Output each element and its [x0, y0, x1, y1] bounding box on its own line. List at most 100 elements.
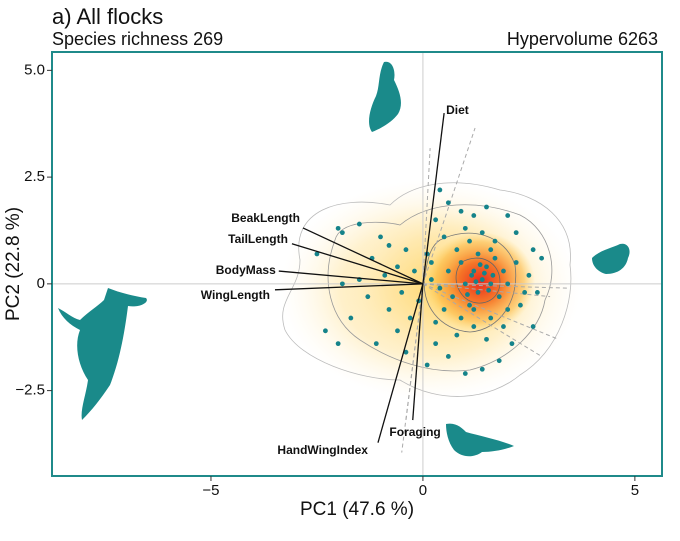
contour [455, 257, 501, 304]
x-tick-label: 0 [419, 482, 427, 499]
loading-arrow [274, 283, 423, 291]
point [501, 268, 506, 274]
point [399, 289, 405, 295]
point [395, 328, 400, 334]
point [496, 358, 502, 364]
point [335, 341, 341, 347]
point [433, 217, 439, 223]
point [539, 255, 545, 261]
point [484, 336, 489, 342]
point [484, 204, 489, 210]
density-core [425, 232, 535, 332]
plot-frame [51, 51, 663, 477]
point [479, 277, 485, 282]
point [407, 315, 413, 321]
density [280, 180, 580, 400]
secondary-loading [405, 283, 424, 421]
loading-arrow [377, 283, 424, 443]
loading-label: WingLength [201, 288, 270, 302]
loading-arrow [302, 227, 424, 285]
loading-label: HandWingIndex [277, 443, 368, 457]
point [496, 294, 502, 300]
point [488, 247, 494, 253]
y-tick-label: 5.0 [24, 61, 45, 78]
point [441, 307, 447, 312]
point [424, 362, 430, 368]
point [445, 268, 451, 274]
point [492, 255, 498, 261]
contour [282, 182, 572, 397]
loading-arrow [291, 243, 424, 285]
point [530, 247, 536, 253]
point [471, 307, 477, 312]
point [445, 200, 451, 206]
point [484, 264, 489, 270]
point [477, 262, 483, 268]
point [492, 238, 498, 244]
secondary-loading [422, 283, 568, 289]
point [335, 225, 341, 231]
point [505, 307, 511, 312]
point [471, 268, 477, 274]
point [323, 328, 328, 334]
loading-label: Diet [446, 103, 469, 117]
point [513, 230, 519, 236]
point [386, 307, 392, 312]
secondary-loading [422, 148, 431, 284]
secondary-loading [422, 127, 476, 285]
point [530, 324, 536, 329]
point [467, 238, 472, 244]
secondary-loading [422, 283, 559, 340]
silhouettes [58, 61, 630, 457]
point [412, 268, 417, 274]
bird-icon [446, 423, 514, 457]
point [314, 251, 320, 257]
point [382, 272, 388, 278]
point [339, 230, 345, 236]
chart-title: a) All flocks [52, 4, 163, 29]
loading-label: BodyMass [216, 263, 276, 277]
y-tick-label: 0 [37, 275, 45, 292]
point [386, 243, 392, 248]
loading-label: Foraging [389, 425, 440, 439]
point [479, 366, 485, 372]
subtitle: Species richness 269 [52, 29, 223, 49]
point [513, 260, 519, 265]
point [454, 247, 460, 253]
x-axis-label: PC1 (47.6 %) [300, 499, 414, 520]
point [518, 302, 523, 308]
point [522, 289, 528, 295]
bird-icon [58, 288, 147, 420]
point [450, 294, 455, 300]
point [534, 289, 540, 295]
point [505, 281, 511, 287]
point [365, 294, 371, 300]
y-tick-label: 2.5 [24, 168, 45, 185]
point [475, 251, 481, 257]
point [462, 225, 468, 231]
point [437, 285, 443, 291]
point [445, 354, 451, 359]
point [465, 292, 470, 297]
x-tick-label: 5 [631, 482, 639, 499]
point [378, 234, 383, 240]
point [475, 289, 481, 295]
bird-icon [369, 61, 401, 132]
point [348, 315, 354, 321]
point [488, 315, 494, 321]
point [462, 281, 468, 287]
loading-arrow [412, 283, 424, 421]
point [433, 319, 439, 325]
y-axis-label: PC2 (22.8 %) [3, 207, 24, 321]
point [469, 272, 475, 278]
point [428, 260, 434, 265]
point [486, 287, 492, 293]
y-tick-label: −2.5 [15, 382, 45, 399]
point [437, 187, 443, 193]
point [490, 272, 496, 278]
point [403, 349, 409, 355]
point [458, 315, 464, 321]
bird-icon [592, 243, 630, 274]
subtitle: Hypervolume 6263 [507, 29, 658, 49]
point [501, 324, 506, 329]
